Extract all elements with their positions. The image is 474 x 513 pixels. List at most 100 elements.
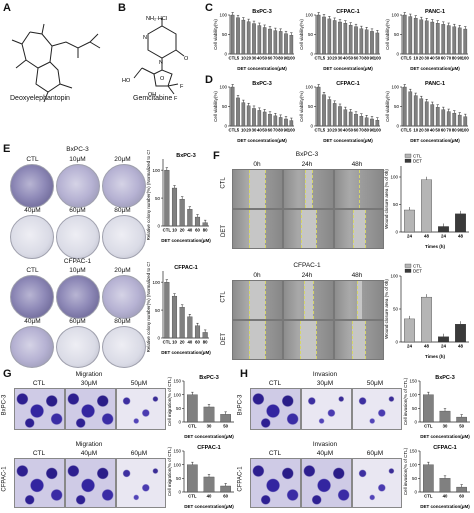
e-line-bxpc3: BxPC-3 bbox=[66, 146, 89, 153]
x-tick-label: 10 bbox=[413, 128, 418, 133]
x-tick-label: 48 bbox=[458, 344, 464, 349]
bar bbox=[446, 25, 451, 55]
x-tick-label: 70 bbox=[446, 56, 451, 61]
x-tick-label: 60 bbox=[195, 228, 200, 233]
x-tick-label: 5 bbox=[409, 128, 412, 133]
bar bbox=[203, 406, 215, 423]
colony-dish bbox=[10, 326, 54, 368]
x-tick-label: 90 bbox=[457, 56, 462, 61]
y-axis-label: Relative colony number(%) (Normalized to… bbox=[146, 262, 151, 352]
x-axis-label: DET concentration(μM) bbox=[410, 138, 460, 143]
y-tick-label: 100 bbox=[391, 13, 399, 18]
compound-a-name: Deoxyelephantopin bbox=[10, 95, 70, 102]
atom-label-n1: N bbox=[143, 35, 147, 41]
invasion-image bbox=[301, 388, 352, 430]
y-tick-label: 0 bbox=[395, 340, 398, 345]
y-tick-label: 100 bbox=[219, 85, 227, 90]
panel-label-f: F bbox=[213, 150, 220, 162]
y-tick-label: 0 bbox=[157, 224, 160, 229]
e-line-cfpac1: CFPAC-1 bbox=[63, 258, 92, 265]
bar bbox=[402, 14, 407, 55]
bar bbox=[332, 20, 337, 55]
bar bbox=[354, 26, 358, 55]
x-tick-label: 90 bbox=[370, 128, 375, 133]
bar bbox=[179, 199, 185, 227]
y-tick-label: 50 bbox=[393, 202, 399, 207]
bar bbox=[278, 31, 283, 55]
legend-label: CTL bbox=[413, 153, 422, 158]
colony-dish bbox=[56, 164, 100, 208]
bar bbox=[203, 476, 215, 493]
chart-title: CFPAC-1 bbox=[197, 445, 220, 451]
x-tick-label: 90 bbox=[457, 128, 462, 133]
x-tick-label: CTL bbox=[401, 128, 410, 133]
y-tick-label: 0 bbox=[157, 336, 160, 341]
bar bbox=[338, 106, 342, 127]
x-tick-label: 100 bbox=[462, 56, 470, 61]
atom-label-o1: O bbox=[184, 56, 189, 62]
h-line-bxpc3: BxPC-3 bbox=[237, 394, 244, 416]
amine-label: NH₂·HCl bbox=[146, 16, 167, 22]
bar bbox=[435, 23, 440, 55]
g-line-bxpc3: BxPC-3 bbox=[1, 394, 8, 416]
f-row-det-2: DET bbox=[221, 333, 227, 345]
f-row-ctl: CTL bbox=[220, 177, 227, 189]
h-title: Invasion bbox=[312, 371, 338, 378]
bar bbox=[439, 410, 451, 423]
x-axis-label: DET concentration(μM) bbox=[420, 434, 470, 439]
bar bbox=[194, 216, 201, 227]
x-tick-label: 80 bbox=[364, 128, 369, 133]
legend-swatch bbox=[404, 263, 412, 268]
chart-title: CFPAC-1 bbox=[336, 81, 359, 87]
y-tick-label: 150 bbox=[409, 379, 417, 384]
x-tick-label: 40 bbox=[343, 128, 348, 133]
x-tick-label: CTL bbox=[401, 56, 410, 61]
x-tick-label: 60 bbox=[354, 56, 359, 61]
bar bbox=[316, 14, 321, 55]
chart-title: BxPC-3 bbox=[199, 375, 219, 381]
g-dose-b2: 40μM bbox=[80, 450, 98, 457]
legend-label: CTL bbox=[413, 263, 422, 268]
x-tick-label: 20 bbox=[332, 56, 337, 61]
x-tick-label: 10 bbox=[172, 228, 177, 233]
x-tick-label: 90 bbox=[284, 56, 289, 61]
chart-c-cfpac1: CFPAC-1 Cell viability(%) 0 50 100 CTL 5 10 20 30… bbox=[299, 9, 382, 71]
x-tick-label: 30 bbox=[207, 424, 212, 429]
y-axis-label: Cell invasion(% of CTL) bbox=[403, 447, 408, 495]
atom-label-f2: F bbox=[180, 84, 184, 90]
bar bbox=[452, 112, 457, 127]
bar bbox=[421, 296, 432, 343]
y-axis-label: Relative colony number(%) (Normalized to… bbox=[146, 150, 151, 240]
x-tick-label: 20 bbox=[419, 128, 424, 133]
chart-title: BxPC-3 bbox=[252, 81, 272, 87]
wound-image bbox=[232, 320, 283, 360]
bar bbox=[455, 324, 466, 343]
bar bbox=[187, 316, 193, 339]
x-tick-label: 10 bbox=[241, 56, 246, 61]
bar bbox=[423, 394, 434, 423]
f-time-24h: 24h bbox=[301, 161, 313, 168]
x-tick-label: 80 bbox=[278, 128, 283, 133]
bar bbox=[327, 99, 332, 127]
g-dose-2: 30μM bbox=[80, 380, 98, 387]
bar bbox=[252, 108, 256, 127]
y-tick-label: 100 bbox=[173, 462, 181, 467]
x-tick-label: 10 bbox=[413, 56, 418, 61]
panel-label-a: A bbox=[3, 2, 11, 14]
x-tick-label: 48 bbox=[458, 234, 464, 239]
colony-dish bbox=[102, 275, 146, 319]
bar bbox=[438, 226, 449, 233]
invasion-image bbox=[352, 458, 402, 508]
x-tick-label: 5 bbox=[237, 128, 240, 133]
x-tick-label: 40 bbox=[343, 56, 348, 61]
x-tick-label: 30 bbox=[424, 128, 429, 133]
bar bbox=[327, 18, 332, 55]
y-tick-label: 50 bbox=[394, 104, 400, 109]
x-tick-label: 60 bbox=[441, 56, 446, 61]
y-tick-label: 100 bbox=[390, 274, 398, 279]
colony-dish bbox=[102, 215, 146, 259]
legend-swatch bbox=[404, 158, 412, 163]
bar bbox=[370, 31, 374, 55]
bar bbox=[187, 209, 193, 227]
y-tick-label: 100 bbox=[409, 462, 417, 467]
